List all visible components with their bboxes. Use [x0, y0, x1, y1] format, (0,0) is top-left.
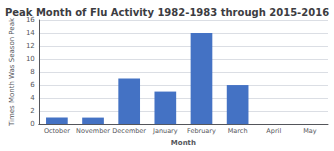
svg-text:December: December [112, 127, 146, 135]
svg-text:2: 2 [30, 107, 34, 115]
svg-text:14: 14 [26, 29, 35, 37]
svg-text:16: 16 [25, 16, 35, 24]
svg-text:November: November [76, 127, 110, 135]
svg-text:February: February [187, 127, 216, 135]
svg-text:4: 4 [30, 94, 35, 102]
svg-text:April: April [266, 127, 281, 135]
svg-text:Month: Month [171, 139, 196, 147]
svg-text:Times Month Was Season Peak: Times Month Was Season Peak [8, 17, 16, 127]
svg-text:January: January [152, 127, 178, 135]
svg-text:October: October [44, 127, 70, 135]
svg-text:6: 6 [30, 81, 35, 89]
svg-text:8: 8 [30, 68, 34, 76]
svg-text:12: 12 [26, 42, 35, 50]
svg-text:10: 10 [26, 55, 35, 63]
svg-text:0: 0 [30, 120, 34, 128]
svg-text:May: May [303, 127, 317, 135]
svg-text:Peak Month of Flu Activity 198: Peak Month of Flu Activity 1982-1983 thr… [5, 7, 329, 18]
svg-text:March: March [228, 127, 248, 135]
